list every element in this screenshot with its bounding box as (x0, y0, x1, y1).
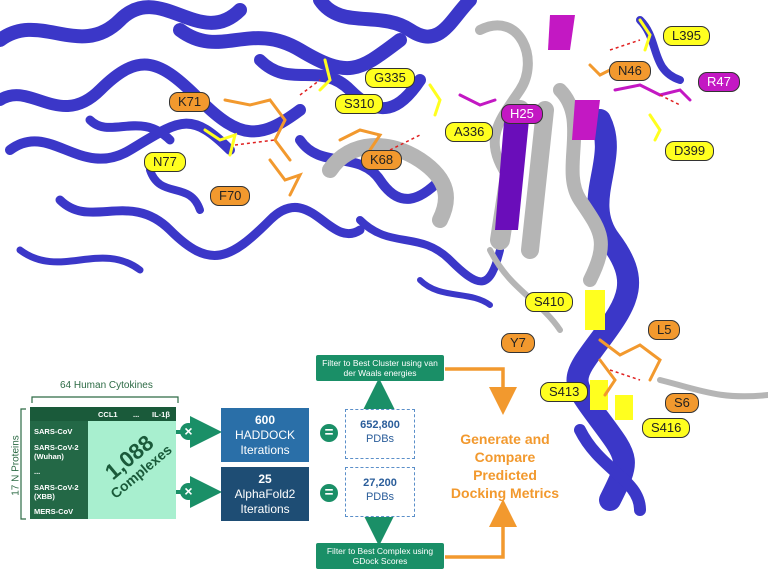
complexes-table: CCL1 ... IL-1β SARS-CoV SARS-CoV-2 (Wuha… (30, 407, 176, 519)
residue-label-l395: L395 (663, 26, 710, 46)
row-header-sars-cov-2-wuhan: SARS-CoV-2 (Wuhan) (34, 443, 79, 461)
filter-best-cluster-box: Filter to Best Cluster using van der Waa… (316, 355, 444, 381)
residue-label-s310: S310 (335, 94, 384, 114)
residue-label-r47: R47 (698, 72, 740, 92)
equals-operator-top: = (320, 424, 338, 442)
residue-label-n77: N77 (144, 152, 186, 172)
residue-label-k68: K68 (361, 150, 403, 170)
multiply-operator-bottom: × (180, 483, 197, 500)
col-header-il1b: IL-1β (152, 410, 170, 419)
row-header-sars-cov: SARS-CoV (34, 427, 73, 436)
generate-compare-label: Generate and Compare Predicted Docking M… (450, 431, 560, 501)
residue-label-l5: L5 (648, 320, 681, 340)
haddock-pdbs-box: 652,800 PDBs (345, 409, 415, 459)
residue-label-k71: K71 (169, 92, 211, 112)
residue-label-d399: D399 (665, 141, 715, 161)
hydrogen-bonds (234, 39, 681, 381)
residue-label-y7: Y7 (501, 333, 535, 353)
residue-label-s6: S6 (665, 393, 699, 413)
highlight-patches (495, 15, 633, 420)
residue-label-f70: F70 (210, 186, 251, 206)
row-header-ellipsis: ... (34, 467, 41, 476)
alphafold-box: 25 AlphaFold2 Iterations (221, 467, 309, 521)
haddock-box: 600 HADDOCK Iterations (221, 408, 309, 462)
row-header-mers-cov: MERS-CoV (34, 507, 74, 516)
alphafold-pdbs-box: 27,200 PDBs (345, 467, 415, 517)
table-row-header-column (30, 421, 88, 519)
col-header-ellipsis: ... (133, 410, 140, 419)
residue-label-h25: H25 (501, 104, 543, 124)
n-proteins-bracket (20, 408, 26, 520)
col-header-ccl1: CCL1 (98, 410, 118, 419)
residue-label-n46: N46 (609, 61, 651, 81)
residue-label-g335: G335 (365, 68, 415, 88)
filter-best-complex-box: Filter to Best Complex using GDock Score… (316, 543, 444, 569)
blue-ribbons (0, 0, 684, 516)
row-header-sars-cov-2-xbb: SARS-CoV-2 (XBB) (34, 483, 79, 501)
residue-label-s413: S413 (540, 382, 589, 402)
residue-label-s410: S410 (525, 292, 574, 312)
residue-label-a336: A336 (445, 122, 494, 142)
equals-operator-bottom: = (320, 484, 338, 502)
table-header-row (30, 407, 176, 421)
multiply-operator-top: × (180, 423, 197, 440)
cytokines-bracket (31, 396, 179, 403)
residue-label-s416: S416 (642, 418, 691, 438)
cytokines-label: 64 Human Cytokines (60, 380, 153, 391)
